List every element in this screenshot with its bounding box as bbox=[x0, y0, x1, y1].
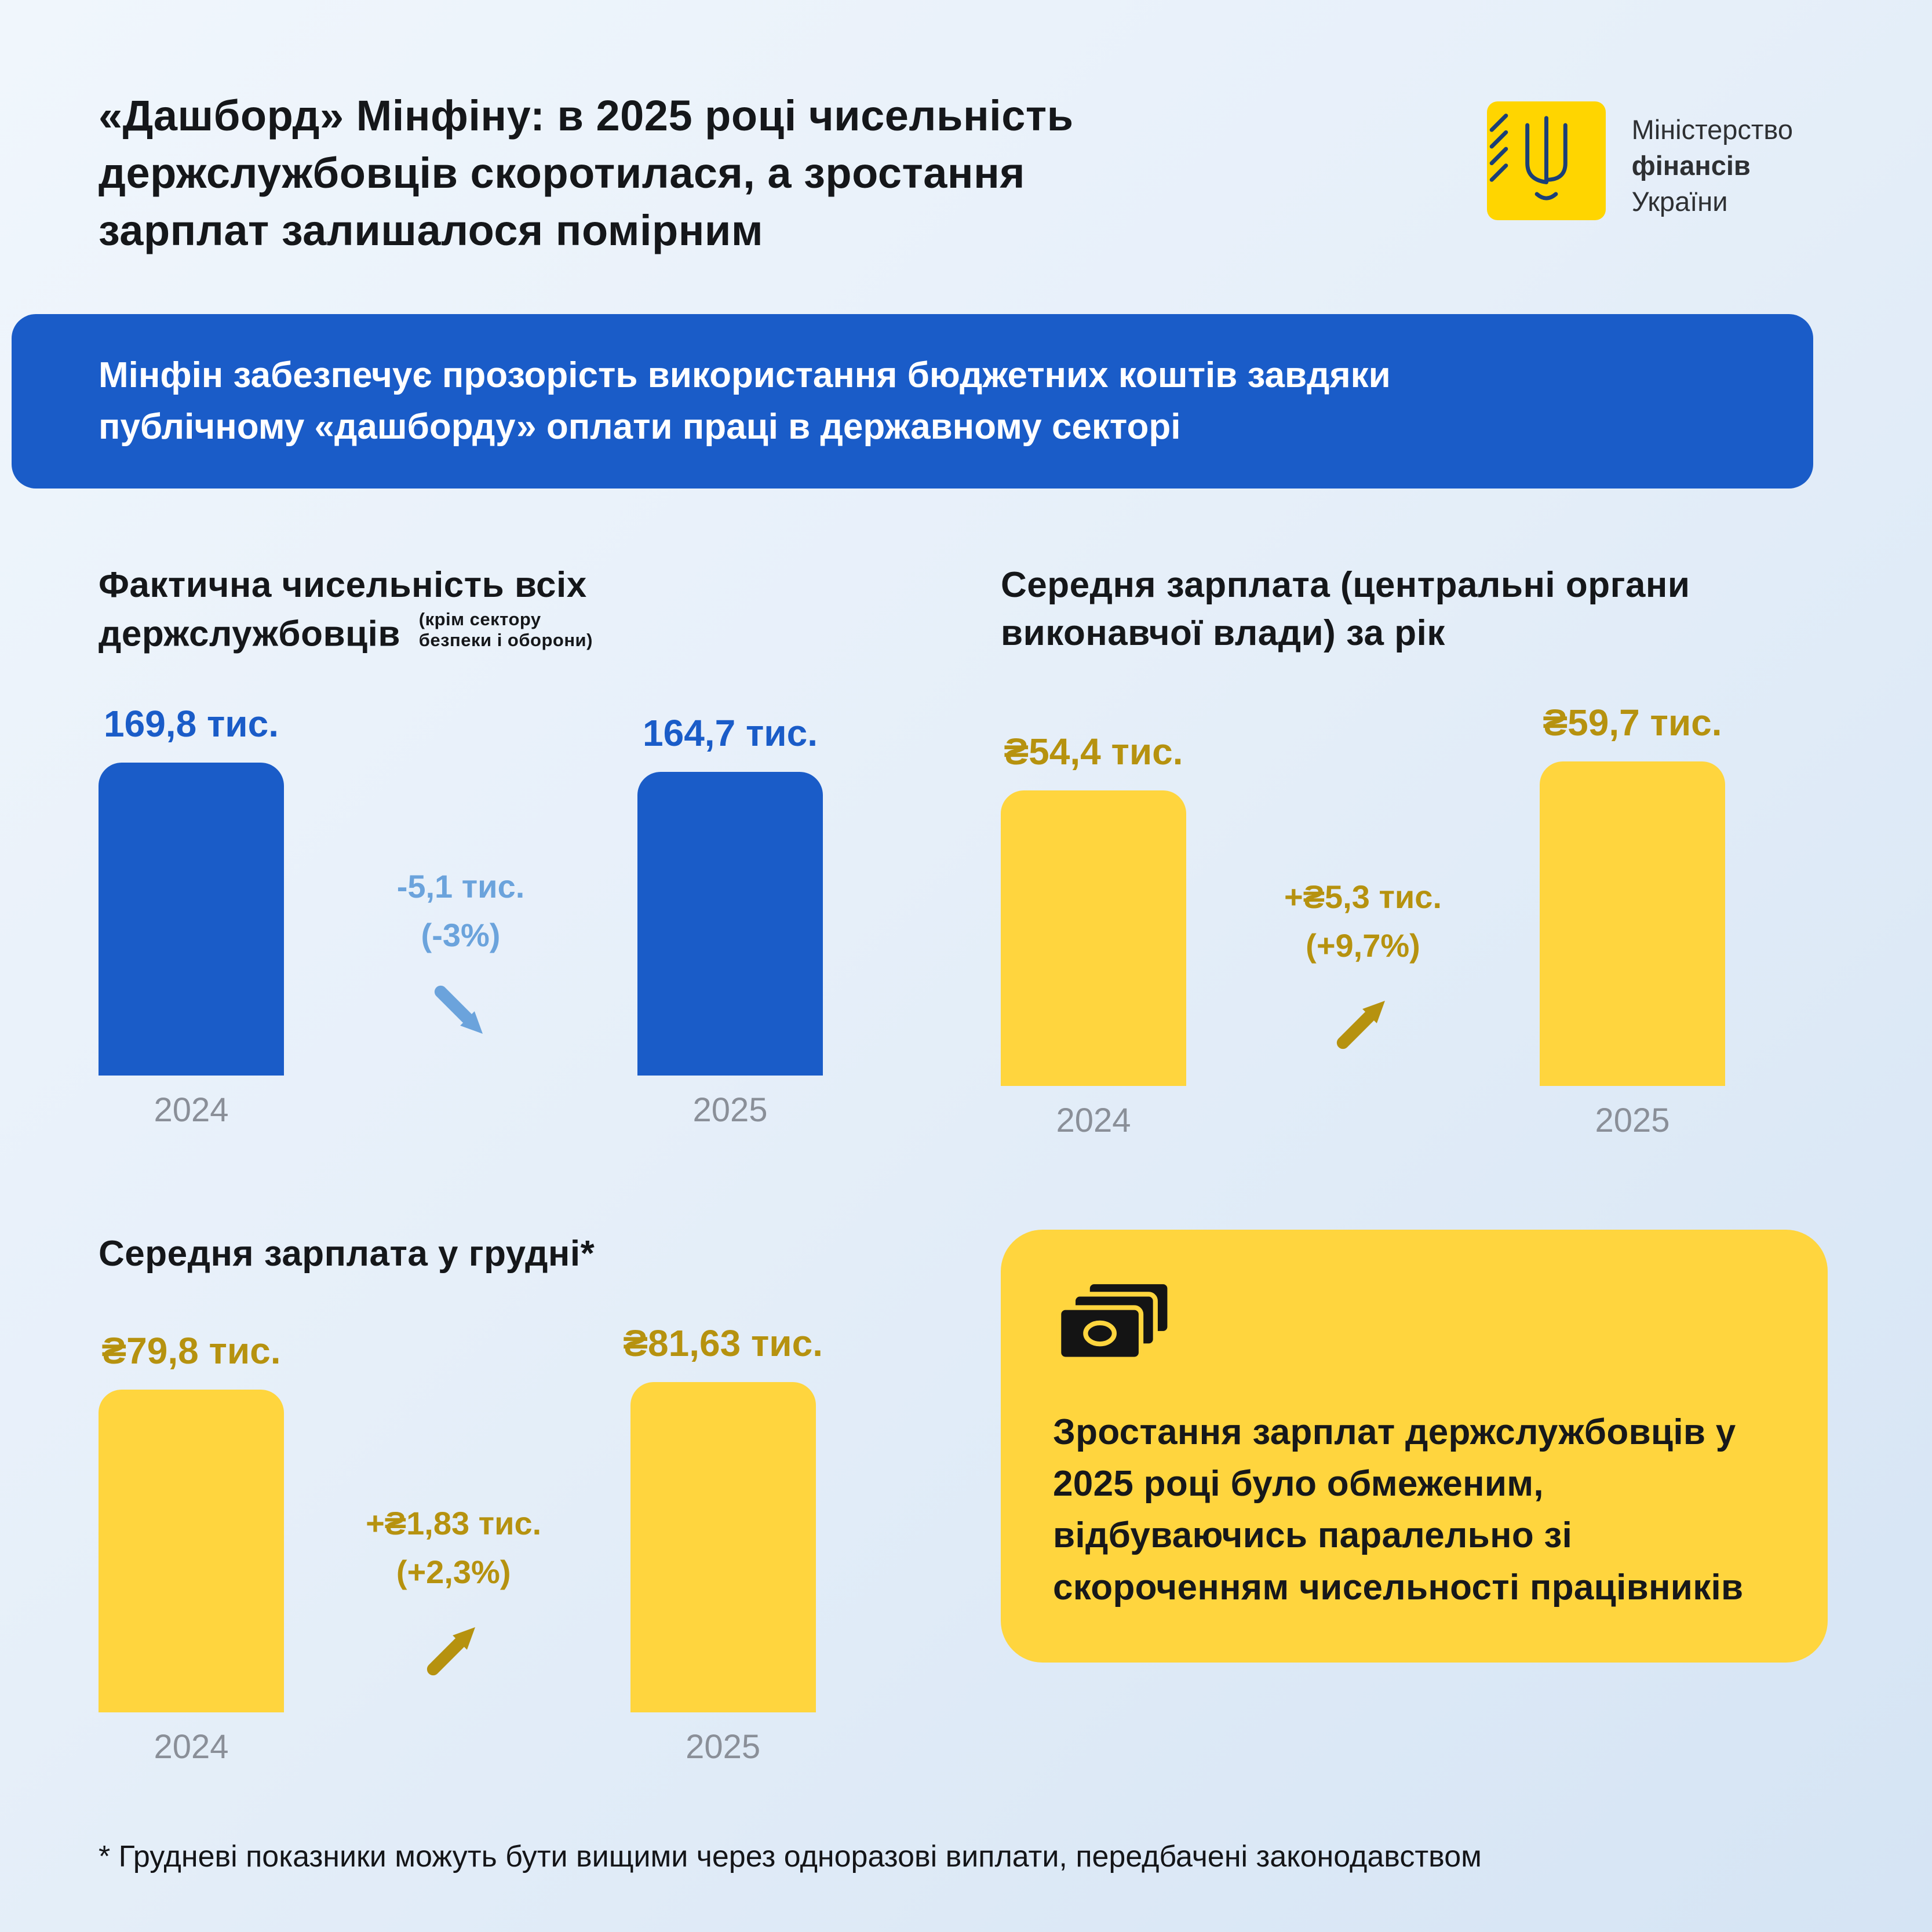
chart-body: 169,8 тис. 2024 -5,1 тис. (-3%) 164 bbox=[99, 702, 823, 1129]
bar-value-label: ₴79,8 тис. bbox=[101, 1329, 281, 1372]
ministry-logo: Міністерство фінансів України bbox=[1486, 101, 1793, 220]
chart-subtitle: (крім сектору безпеки і оборони) bbox=[418, 609, 593, 650]
ministry-name-line3: України bbox=[1631, 186, 1728, 217]
bar bbox=[1001, 790, 1186, 1086]
change-percent: (+2,3%) bbox=[396, 1553, 511, 1590]
change-block: -5,1 тис. (-3%) bbox=[301, 862, 620, 1048]
change-percent: (+9,7%) bbox=[1306, 927, 1420, 964]
chart-title-text: Середня зарплата (центральні органи вико… bbox=[1001, 564, 1690, 654]
bar-year-label: 2025 bbox=[686, 1727, 761, 1766]
page-title: «Дашборд» Мінфіну: в 2025 році чисельніс… bbox=[99, 92, 1074, 255]
bar-year-label: 2024 bbox=[1056, 1101, 1131, 1139]
trend-down-arrow-icon bbox=[425, 976, 497, 1048]
bar bbox=[630, 1381, 816, 1712]
bar-group-2024: ₴54,4 тис. 2024 bbox=[1001, 730, 1186, 1140]
trend-up-arrow-icon bbox=[417, 1613, 490, 1685]
chart-title-text: Середня зарплата у грудні* bbox=[99, 1233, 595, 1274]
chart-salary-annual: Середня зарплата (центральні органи вико… bbox=[1001, 561, 1828, 1140]
header: «Дашборд» Мінфіну: в 2025 році чисельніс… bbox=[99, 87, 1828, 259]
change-amount: +₴1,83 тис. bbox=[366, 1504, 542, 1541]
bar-group-2025: 164,7 тис. 2025 bbox=[637, 712, 823, 1129]
info-card: Зростання зарплат держслужбовців у 2025 … bbox=[1001, 1229, 1828, 1663]
chart-salary-december: Середня зарплата у грудні* ₴79,8 тис. 20… bbox=[99, 1230, 925, 1766]
intro-banner-text: Мінфін забезпечує прозорість використанн… bbox=[99, 355, 1391, 447]
bar-year-label: 2024 bbox=[154, 1727, 229, 1766]
trident-icon bbox=[1486, 101, 1606, 220]
chart-title: Середня зарплата (центральні органи вико… bbox=[1001, 561, 1708, 658]
bar bbox=[99, 1389, 284, 1712]
bar-group-2025: ₴59,7 тис. 2025 bbox=[1540, 701, 1725, 1140]
bar-group-2025: ₴81,63 тис. 2025 bbox=[623, 1322, 823, 1766]
charts-grid: Фактична чисельність всіх держслужбовців… bbox=[99, 561, 1828, 1766]
chart-title: Фактична чисельність всіх держслужбовців… bbox=[99, 561, 805, 659]
change-block: +₴1,83 тис. (+2,3%) bbox=[301, 1499, 606, 1685]
bar-value-label: ₴81,63 тис. bbox=[623, 1322, 823, 1364]
change-amount: +₴5,3 тис. bbox=[1284, 878, 1442, 915]
chart-title: Середня зарплата у грудні* bbox=[99, 1230, 805, 1278]
bar bbox=[637, 771, 823, 1076]
ministry-name-line1: Міністерство bbox=[1631, 114, 1793, 145]
intro-banner: Мінфін забезпечує прозорість використанн… bbox=[12, 314, 1813, 489]
footnote: * Грудневі показники можуть бути вищими … bbox=[99, 1839, 1482, 1873]
bar bbox=[1540, 761, 1725, 1086]
change-amount: -5,1 тис. bbox=[396, 867, 525, 905]
chart-title-text: Фактична чисельність всіх держслужбовців bbox=[99, 564, 587, 654]
ministry-name-line2: фінансів bbox=[1631, 150, 1751, 181]
info-card-text: Зростання зарплат держслужбовців у 2025 … bbox=[1053, 1412, 1744, 1607]
chart-body: ₴54,4 тис. 2024 +₴5,3 тис. (+9,7%) bbox=[1001, 701, 1725, 1140]
money-icon bbox=[1053, 1279, 1773, 1375]
chart-headcount: Фактична чисельність всіх держслужбовців… bbox=[99, 561, 925, 1140]
change-block: +₴5,3 тис. (+9,7%) bbox=[1204, 873, 1522, 1059]
bar-value-label: 169,8 тис. bbox=[104, 702, 279, 745]
bar-value-label: 164,7 тис. bbox=[643, 712, 818, 754]
bar-year-label: 2025 bbox=[692, 1091, 768, 1129]
bar-value-label: ₴54,4 тис. bbox=[1004, 730, 1183, 772]
trend-up-arrow-icon bbox=[1327, 986, 1399, 1059]
change-percent: (-3%) bbox=[421, 916, 501, 953]
bar bbox=[99, 762, 284, 1076]
bar-group-2024: ₴79,8 тис. 2024 bbox=[99, 1329, 284, 1766]
bar-year-label: 2024 bbox=[154, 1091, 229, 1129]
chart-body: ₴79,8 тис. 2024 +₴1,83 тис. (+2,3%) bbox=[99, 1322, 823, 1766]
bar-group-2024: 169,8 тис. 2024 bbox=[99, 702, 284, 1129]
bar-value-label: ₴59,7 тис. bbox=[1543, 701, 1722, 743]
bar-year-label: 2025 bbox=[1595, 1101, 1670, 1139]
ministry-name: Міністерство фінансів України bbox=[1632, 101, 1793, 220]
